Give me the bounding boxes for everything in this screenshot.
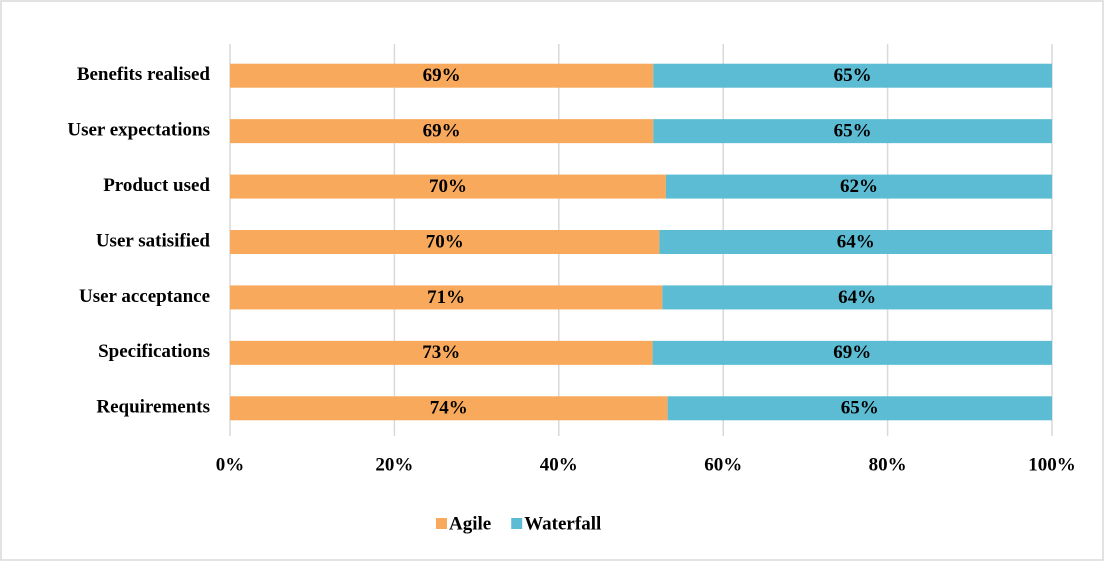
bar-segment [652, 340, 1052, 365]
bar-segment [667, 396, 1052, 421]
data-label: 71% [427, 287, 465, 308]
legend-label: Waterfall [524, 513, 601, 534]
y-tick-label: Specifications [98, 341, 210, 362]
bar-segment [230, 119, 654, 144]
data-label: 73% [422, 342, 460, 363]
data-label: 74% [430, 398, 468, 419]
data-label: 65% [834, 121, 872, 142]
data-label: 70% [429, 176, 467, 197]
y-tick-label: Benefits realised [77, 64, 211, 85]
data-label: 69% [833, 342, 871, 363]
y-tick-label: User expectations [67, 120, 210, 141]
x-tick-label: 100% [1028, 454, 1076, 475]
y-tick-label: User satisified [96, 230, 211, 251]
bar-segment [230, 230, 660, 254]
legend-label: Agile [449, 513, 491, 534]
bar-segment [653, 119, 1052, 144]
bar-segment [230, 396, 668, 421]
bar-segment [659, 230, 1052, 254]
y-tick-label: User acceptance [79, 286, 210, 307]
x-tick-label: 40% [540, 454, 578, 475]
bar-segment [230, 63, 654, 88]
bar-segment [662, 285, 1052, 310]
bar-segment [230, 174, 666, 199]
bar-segment [230, 285, 663, 310]
bar-segment [230, 340, 653, 365]
data-label: 69% [423, 65, 461, 86]
data-label: 65% [841, 398, 879, 419]
x-tick-label: 80% [869, 454, 907, 475]
data-label: 70% [426, 231, 464, 252]
data-label: 64% [837, 231, 875, 252]
bar-segment [665, 174, 1052, 199]
data-label: 65% [834, 65, 872, 86]
data-label: 69% [423, 121, 461, 142]
y-tick-label: Requirements [96, 397, 210, 418]
data-label: 62% [840, 176, 878, 197]
legend-swatch [436, 518, 447, 529]
data-label: 64% [838, 287, 876, 308]
y-tick-label: Product used [103, 175, 210, 196]
x-tick-label: 20% [375, 454, 413, 475]
x-tick-label: 0% [216, 454, 245, 475]
legend-swatch [511, 518, 523, 529]
bar-segment [653, 63, 1052, 88]
x-tick-label: 60% [704, 454, 742, 475]
